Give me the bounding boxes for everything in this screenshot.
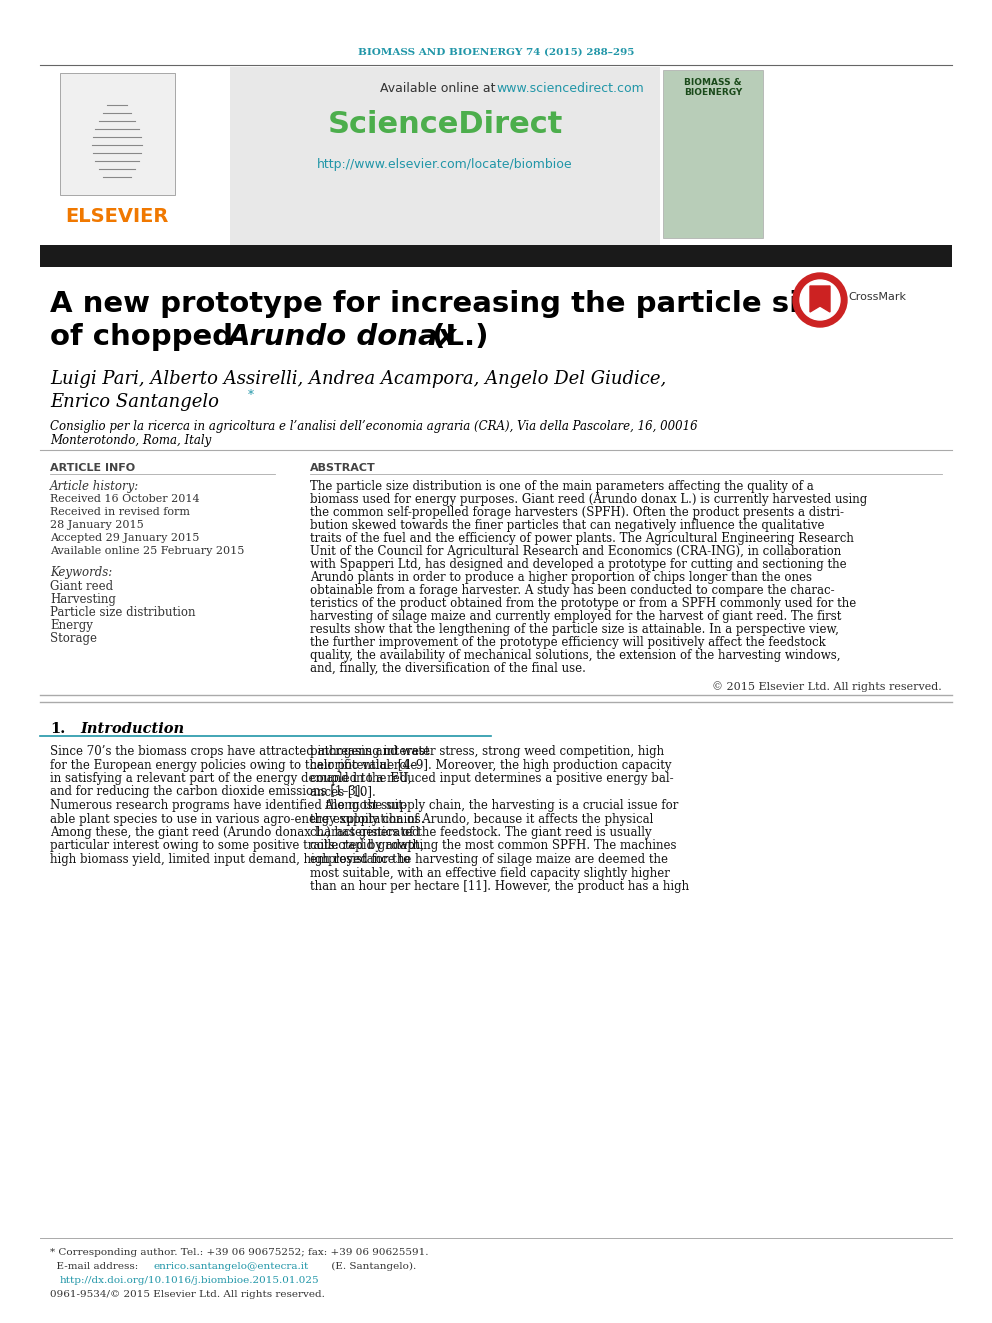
Circle shape [800,280,840,320]
Text: ABSTRACT: ABSTRACT [310,463,376,474]
Circle shape [793,273,847,327]
Text: for the European energy policies owing to their potential role: for the European energy policies owing t… [50,758,418,771]
Text: BIOMASS AND BIOENERGY 74 (2015) 288–295: BIOMASS AND BIOENERGY 74 (2015) 288–295 [358,48,634,57]
Text: and, finally, the diversification of the final use.: and, finally, the diversification of the… [310,662,586,675]
Polygon shape [810,286,830,312]
Text: the further improvement of the prototype efficiency will positively affect the f: the further improvement of the prototype… [310,636,825,650]
Text: employed for the harvesting of silage maize are deemed the: employed for the harvesting of silage ma… [310,853,668,867]
Text: BIOMASS &: BIOMASS & [684,78,742,87]
Text: Since 70’s the biomass crops have attracted increasing interest: Since 70’s the biomass crops have attrac… [50,745,430,758]
Text: Introduction: Introduction [80,722,185,736]
Text: harvesting of silage maize and currently employed for the harvest of giant reed.: harvesting of silage maize and currently… [310,610,841,623]
Text: collected by adapting the most common SPFH. The machines: collected by adapting the most common SP… [310,840,677,852]
Text: calorific value [4–9]. Moreover, the high production capacity: calorific value [4–9]. Moreover, the hig… [310,758,672,771]
Text: The particle size distribution is one of the main parameters affecting the quali: The particle size distribution is one of… [310,480,813,493]
Text: Along the supply chain, the harvesting is a crucial issue for: Along the supply chain, the harvesting i… [310,799,679,812]
Text: teristics of the product obtained from the prototype or from a SPFH commonly use: teristics of the product obtained from t… [310,597,856,610]
Text: results show that the lengthening of the particle size is attainable. In a persp: results show that the lengthening of the… [310,623,839,636]
Text: obtainable from a forage harvester. A study has been conducted to compare the ch: obtainable from a forage harvester. A st… [310,583,834,597]
Text: Monterotondo, Roma, Italy: Monterotondo, Roma, Italy [50,434,211,447]
Text: coupled to a reduced input determines a positive energy bal-: coupled to a reduced input determines a … [310,773,674,785]
Text: Received in revised form: Received in revised form [50,507,190,517]
Text: than an hour per hectare [11]. However, the product has a high: than an hour per hectare [11]. However, … [310,880,689,893]
Text: high biomass yield, limited input demand, high resistance to: high biomass yield, limited input demand… [50,853,411,867]
Text: BIOENERGY: BIOENERGY [683,89,742,97]
Text: pathogens and water stress, strong weed competition, high: pathogens and water stress, strong weed … [310,745,664,758]
Text: Numerous research programs have identified the most suit-: Numerous research programs have identifi… [50,799,407,812]
Text: Harvesting: Harvesting [50,593,116,606]
Text: bution skewed towards the finer particles that can negatively influence the qual: bution skewed towards the finer particle… [310,519,824,532]
Bar [230,67,660,245]
Text: characteristics of the feedstock. The giant reed is usually: characteristics of the feedstock. The gi… [310,826,652,839]
Text: Accepted 29 January 2015: Accepted 29 January 2015 [50,533,199,542]
Text: Article history:: Article history: [50,480,139,493]
Text: A new prototype for increasing the particle size: A new prototype for increasing the parti… [50,290,836,318]
Text: * Corresponding author. Tel.: +39 06 90675252; fax: +39 06 90625591.: * Corresponding author. Tel.: +39 06 906… [50,1248,429,1257]
Text: www.sciencedirect.com: www.sciencedirect.com [496,82,644,95]
Text: Particle size distribution: Particle size distribution [50,606,195,619]
Bar [40,245,952,267]
Text: (E. Santangelo).: (E. Santangelo). [328,1262,417,1271]
Text: ances [10].: ances [10]. [310,786,376,799]
Text: Among these, the giant reed (Arundo donax L.) has generated: Among these, the giant reed (Arundo dona… [50,826,420,839]
Text: Energy: Energy [50,619,93,632]
Text: with Spapperi Ltd, has designed and developed a prototype for cutting and sectio: with Spapperi Ltd, has designed and deve… [310,558,846,572]
Text: © 2015 Elsevier Ltd. All rights reserved.: © 2015 Elsevier Ltd. All rights reserved… [712,681,942,692]
Text: quality, the availability of mechanical solutions, the extension of the harvesti: quality, the availability of mechanical … [310,650,840,662]
Text: Arundo plants in order to produce a higher proportion of chips longer than the o: Arundo plants in order to produce a high… [310,572,812,583]
Text: Consiglio per la ricerca in agricoltura e l’analisi dell’economia agraria (CRA),: Consiglio per la ricerca in agricoltura … [50,419,697,433]
Text: E-mail address:: E-mail address: [50,1262,142,1271]
Text: 1.: 1. [50,722,65,736]
Text: Giant reed: Giant reed [50,579,113,593]
Text: the common self-propelled forage harvesters (SPFH). Often the product presents a: the common self-propelled forage harvest… [310,505,844,519]
Text: CrossMark: CrossMark [848,292,906,302]
Text: most suitable, with an effective field capacity slightly higher: most suitable, with an effective field c… [310,867,670,880]
Text: *: * [248,389,254,402]
Bar [663,70,763,238]
Text: traits of the fuel and the efficiency of power plants. The Agricultural Engineer: traits of the fuel and the efficiency of… [310,532,854,545]
Text: of chopped: of chopped [50,323,243,351]
Text: Arundo donax: Arundo donax [228,323,457,351]
Text: Unit of the Council for Agricultural Research and Economics (CRA-ING), in collab: Unit of the Council for Agricultural Res… [310,545,841,558]
Text: ELSEVIER: ELSEVIER [65,206,169,226]
Text: particular interest owing to some positive traits: rapid growth,: particular interest owing to some positi… [50,840,424,852]
Text: Storage: Storage [50,632,97,646]
Text: Enrico Santangelo: Enrico Santangelo [50,393,219,411]
Text: and for reducing the carbon dioxide emissions [1–3].: and for reducing the carbon dioxide emis… [50,786,364,799]
Text: ARTICLE INFO: ARTICLE INFO [50,463,135,474]
Text: ScienceDirect: ScienceDirect [327,110,562,139]
Text: Received 16 October 2014: Received 16 October 2014 [50,493,199,504]
Text: 28 January 2015: 28 January 2015 [50,520,144,531]
Text: Available online 25 February 2015: Available online 25 February 2015 [50,546,244,556]
Text: enrico.santangelo@entecra.it: enrico.santangelo@entecra.it [153,1262,309,1271]
Text: in satisfying a relevant part of the energy demand in the EU,: in satisfying a relevant part of the ene… [50,773,412,785]
Text: Keywords:: Keywords: [50,566,112,579]
Text: Available online at: Available online at [380,82,500,95]
Text: able plant species to use in various agro-energy supply chains.: able plant species to use in various agr… [50,812,425,826]
Text: Luigi Pari, Alberto Assirelli, Andrea Acampora, Angelo Del Giudice,: Luigi Pari, Alberto Assirelli, Andrea Ac… [50,370,667,388]
Text: 0961-9534/© 2015 Elsevier Ltd. All rights reserved.: 0961-9534/© 2015 Elsevier Ltd. All right… [50,1290,324,1299]
Text: http://dx.doi.org/10.1016/j.biombioe.2015.01.025: http://dx.doi.org/10.1016/j.biombioe.201… [60,1275,319,1285]
Text: http://www.elsevier.com/locate/biombioe: http://www.elsevier.com/locate/biombioe [317,157,572,171]
Text: biomass used for energy purposes. Giant reed (Arundo donax L.) is currently harv: biomass used for energy purposes. Giant … [310,493,867,505]
Text: the exploitation of Arundo, because it affects the physical: the exploitation of Arundo, because it a… [310,812,654,826]
Bar [60,73,175,194]
Text: (L.): (L.) [422,323,488,351]
